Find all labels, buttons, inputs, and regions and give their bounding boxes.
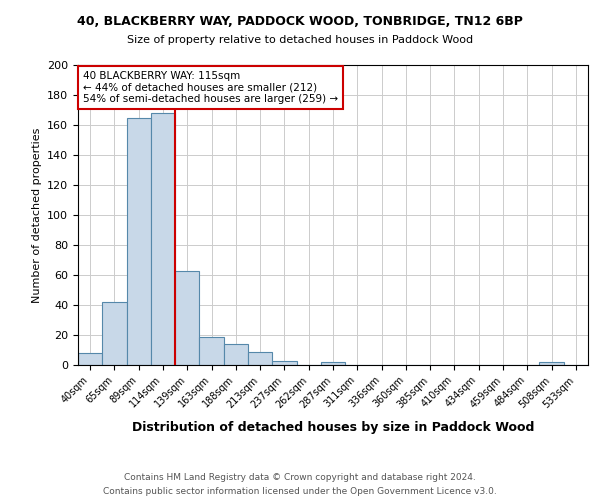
Bar (102, 302, 127, 365)
Text: 40 BLACKBERRY WAY: 115sqm
← 44% of detached houses are smaller (212)
54% of semi: 40 BLACKBERRY WAY: 115sqm ← 44% of detac… (83, 71, 338, 104)
Bar (199, 336, 224, 365)
Bar (127, 118, 151, 365)
Bar (175, 270, 199, 365)
Bar (321, 362, 345, 365)
Bar (224, 344, 248, 365)
Bar (151, 113, 175, 365)
Text: Size of property relative to detached houses in Paddock Wood: Size of property relative to detached ho… (127, 35, 473, 45)
Text: Contains HM Land Registry data © Crown copyright and database right 2024.: Contains HM Land Registry data © Crown c… (124, 472, 476, 482)
X-axis label: Distribution of detached houses by size in Paddock Wood: Distribution of detached houses by size … (132, 420, 534, 434)
Bar (272, 360, 296, 365)
Y-axis label: Number of detached properties: Number of detached properties (32, 128, 41, 302)
Text: 40, BLACKBERRY WAY, PADDOCK WOOD, TONBRIDGE, TN12 6BP: 40, BLACKBERRY WAY, PADDOCK WOOD, TONBRI… (77, 15, 523, 28)
Bar (539, 362, 564, 365)
Bar (78, 353, 102, 365)
Text: Contains public sector information licensed under the Open Government Licence v3: Contains public sector information licen… (103, 488, 497, 496)
Bar (248, 352, 272, 365)
